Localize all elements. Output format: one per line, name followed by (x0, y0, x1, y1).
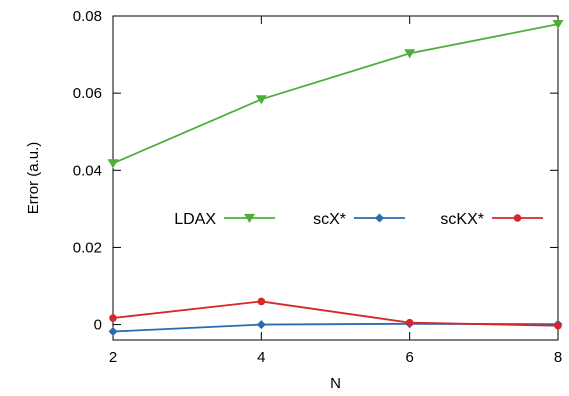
x-axis-label: N (330, 375, 341, 392)
series-scx (108, 319, 563, 337)
x-tick-label: 2 (109, 349, 117, 366)
data-point (109, 314, 117, 322)
legend-label: scKX* (440, 211, 484, 228)
legend-marker (375, 213, 384, 223)
y-tick-label: 0 (94, 317, 102, 334)
series-line (112, 23, 559, 165)
x-tick-label: 8 (554, 349, 562, 366)
y-axis-label: Error (a.u.) (25, 142, 42, 215)
y-tick-label: 0.06 (73, 85, 102, 102)
y-axis: 0 0.02 0.04 0.06 0.08 (73, 8, 558, 334)
series-ldax (107, 19, 564, 169)
legend: LDAX scX* scKX* (174, 211, 543, 228)
data-point (108, 327, 118, 337)
x-tick-label: 6 (405, 349, 413, 366)
legend-marker (513, 214, 522, 222)
plot-area: 0 0.02 0.04 0.06 0.08 2 4 6 8 (73, 8, 564, 366)
plot-frame (112, 15, 559, 341)
x-axis: 2 4 6 8 (109, 16, 562, 366)
legend-label: scX* (313, 211, 346, 228)
data-point (404, 49, 416, 59)
y-tick-label: 0.04 (73, 162, 102, 179)
y-tick-label: 0.02 (73, 239, 102, 256)
data-point (257, 297, 266, 306)
data-point (107, 159, 119, 169)
data-point (256, 320, 266, 330)
y-tick-label: 0.08 (73, 8, 102, 25)
legend-entry: scX* (313, 211, 405, 228)
x-tick-label: 4 (257, 349, 265, 366)
legend-marker (244, 213, 255, 223)
series-sckx (109, 297, 562, 330)
legend-entry: LDAX (174, 211, 275, 228)
series-line (112, 300, 559, 327)
data-point (554, 321, 562, 330)
data-point (255, 95, 267, 105)
legend-entry: scKX* (440, 211, 543, 228)
data-point (552, 19, 564, 30)
series-layer (107, 19, 564, 337)
data-point (405, 318, 414, 327)
legend-label: LDAX (174, 211, 216, 228)
